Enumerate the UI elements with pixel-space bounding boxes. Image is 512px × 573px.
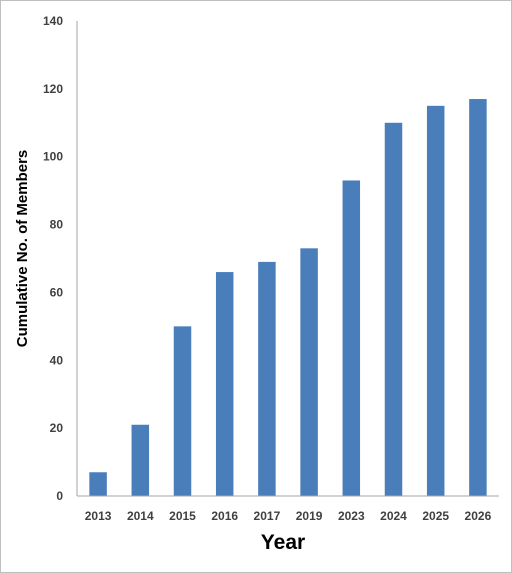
bar-2016 [215, 272, 234, 496]
y-tick-label: 80 [50, 218, 64, 232]
x-tick-label: 2014 [127, 509, 154, 523]
y-tick-label: 40 [50, 353, 64, 367]
y-tick-label: 140 [43, 14, 63, 28]
x-tick-label: 2023 [338, 509, 365, 523]
y-tick-label: 0 [56, 489, 63, 503]
x-tick-label: 2015 [169, 509, 196, 523]
x-axis-ticks: 2013 2014 2015 2016 2017 2019 2023 2024 2025 2026 [85, 509, 492, 523]
x-axis-title: Year [261, 531, 305, 554]
y-tick-label: 100 [43, 150, 63, 164]
x-tick-label: 2019 [296, 509, 323, 523]
bar-2017 [258, 261, 276, 496]
bar-2015 [173, 326, 192, 496]
x-tick-label: 2025 [422, 509, 449, 523]
bar-2014 [131, 424, 150, 496]
bar-2023 [342, 180, 361, 496]
x-tick-label: 2013 [85, 509, 112, 523]
x-tick-label: 2026 [465, 509, 492, 523]
x-tick-label: 2016 [211, 509, 238, 523]
bar-2024 [384, 122, 403, 497]
y-axis-ticks: 0 20 40 60 80 100 120 140 [43, 14, 63, 503]
bars [89, 99, 487, 497]
bar-2026 [469, 99, 487, 497]
bar-2019 [300, 248, 318, 496]
y-axis-title: Cumulative No. of Members [14, 150, 31, 348]
y-tick-label: 120 [43, 82, 63, 96]
x-tick-label: 2017 [254, 509, 281, 523]
bar-2013 [89, 472, 107, 496]
bar-2025 [426, 105, 445, 497]
x-tick-label: 2024 [380, 509, 407, 523]
y-tick-label: 60 [50, 285, 64, 299]
y-tick-label: 20 [50, 421, 64, 435]
